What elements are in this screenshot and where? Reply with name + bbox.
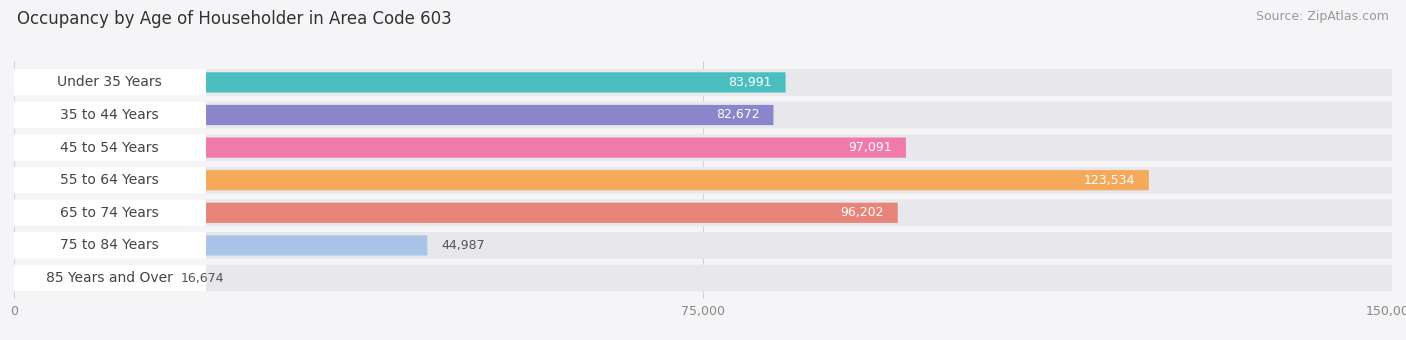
Text: 44,987: 44,987 bbox=[441, 239, 485, 252]
Text: 82,672: 82,672 bbox=[716, 108, 759, 121]
Text: 85 Years and Over: 85 Years and Over bbox=[45, 271, 173, 285]
Text: Source: ZipAtlas.com: Source: ZipAtlas.com bbox=[1256, 10, 1389, 23]
Text: 55 to 64 Years: 55 to 64 Years bbox=[59, 173, 159, 187]
FancyBboxPatch shape bbox=[14, 232, 1392, 259]
FancyBboxPatch shape bbox=[4, 265, 207, 291]
FancyBboxPatch shape bbox=[14, 137, 905, 158]
FancyBboxPatch shape bbox=[14, 200, 1392, 226]
Text: 97,091: 97,091 bbox=[849, 141, 893, 154]
FancyBboxPatch shape bbox=[4, 102, 207, 129]
FancyBboxPatch shape bbox=[14, 268, 167, 288]
Text: Under 35 Years: Under 35 Years bbox=[56, 75, 162, 89]
FancyBboxPatch shape bbox=[14, 105, 773, 125]
Text: 123,534: 123,534 bbox=[1084, 174, 1135, 187]
Text: 75 to 84 Years: 75 to 84 Years bbox=[59, 238, 159, 252]
FancyBboxPatch shape bbox=[14, 72, 786, 92]
FancyBboxPatch shape bbox=[4, 134, 207, 161]
Text: 65 to 74 Years: 65 to 74 Years bbox=[59, 206, 159, 220]
Text: 35 to 44 Years: 35 to 44 Years bbox=[59, 108, 159, 122]
FancyBboxPatch shape bbox=[14, 170, 1149, 190]
FancyBboxPatch shape bbox=[4, 200, 207, 226]
Text: 16,674: 16,674 bbox=[181, 272, 225, 285]
FancyBboxPatch shape bbox=[14, 203, 898, 223]
FancyBboxPatch shape bbox=[4, 167, 207, 193]
Text: 96,202: 96,202 bbox=[841, 206, 884, 219]
FancyBboxPatch shape bbox=[14, 235, 427, 256]
FancyBboxPatch shape bbox=[4, 69, 207, 96]
FancyBboxPatch shape bbox=[14, 134, 1392, 161]
Text: 83,991: 83,991 bbox=[728, 76, 772, 89]
FancyBboxPatch shape bbox=[14, 167, 1392, 193]
Text: 45 to 54 Years: 45 to 54 Years bbox=[59, 141, 159, 155]
FancyBboxPatch shape bbox=[14, 265, 1392, 291]
FancyBboxPatch shape bbox=[14, 69, 1392, 96]
FancyBboxPatch shape bbox=[14, 102, 1392, 129]
FancyBboxPatch shape bbox=[4, 232, 207, 259]
Text: Occupancy by Age of Householder in Area Code 603: Occupancy by Age of Householder in Area … bbox=[17, 10, 451, 28]
